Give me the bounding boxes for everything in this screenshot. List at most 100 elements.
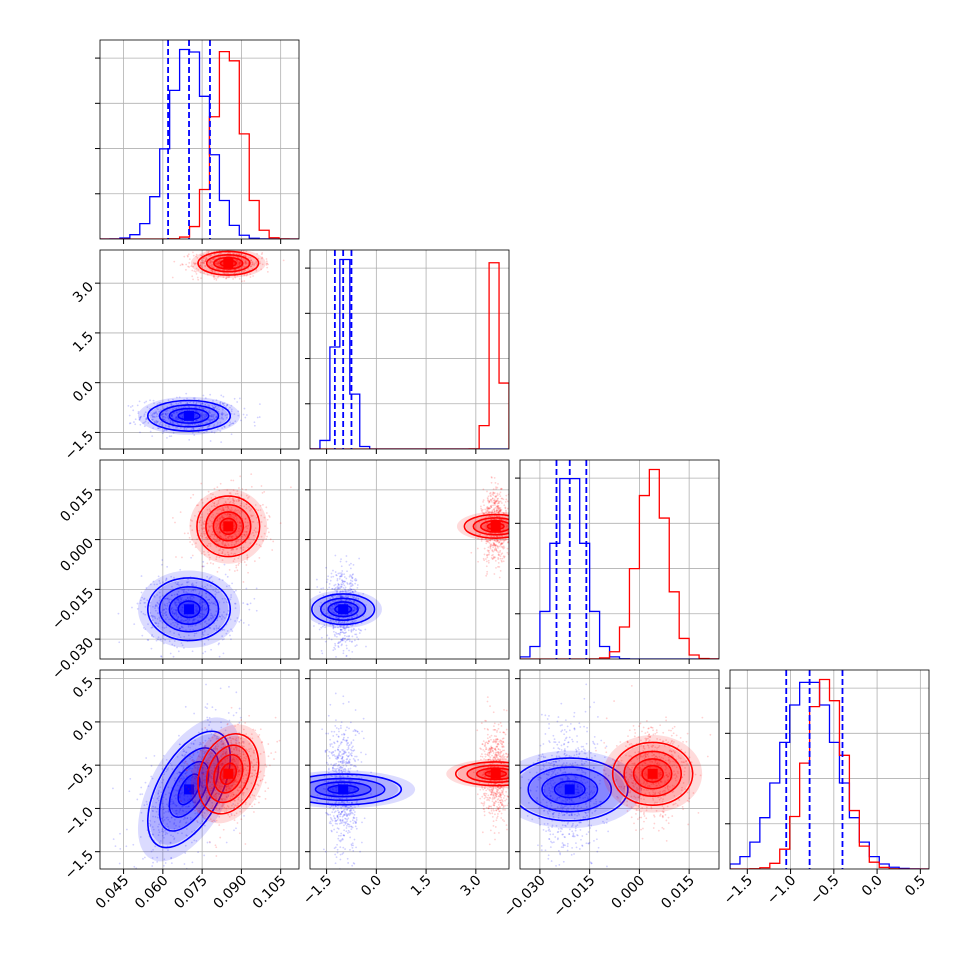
panel-frame xyxy=(99,249,300,450)
panel-frame xyxy=(519,669,720,870)
histogram-series-1 xyxy=(310,262,509,449)
contour-line xyxy=(146,399,232,432)
contour-line xyxy=(334,604,353,615)
density-peak xyxy=(223,521,234,532)
x-tick-label: 0.045 xyxy=(93,873,133,913)
x-tick-label: 0.090 xyxy=(211,873,251,913)
y-tick-label: 0.0 xyxy=(70,378,97,405)
x-tick-label: 0.105 xyxy=(250,873,290,913)
panel-frame xyxy=(309,669,510,870)
scatter-panel-0-3 xyxy=(95,669,300,874)
x-tick-label: 0.0 xyxy=(859,873,886,900)
density-series-0 xyxy=(310,590,382,629)
density-series-0 xyxy=(310,770,416,809)
contour-line xyxy=(213,753,244,794)
contour-line xyxy=(463,513,509,539)
x-tick-label: −0.015 xyxy=(551,873,599,921)
x-tick-label: 0.000 xyxy=(609,873,649,913)
x-tick-label: −1.5 xyxy=(721,873,756,908)
density-series-1 xyxy=(190,250,266,278)
histogram-series-0 xyxy=(730,681,929,869)
contour-line xyxy=(486,522,505,531)
contour-line xyxy=(146,730,232,849)
y-tick-label: −0.5 xyxy=(62,761,97,796)
contour-line xyxy=(319,597,367,621)
density-peak xyxy=(564,784,575,795)
x-tick-label: 3.0 xyxy=(458,873,485,900)
x-tick-label: −1.5 xyxy=(300,873,335,908)
density-peak xyxy=(223,258,234,269)
density-peak xyxy=(490,768,501,779)
contour-line xyxy=(327,601,359,618)
histogram-series-0 xyxy=(520,477,719,659)
contour-line xyxy=(213,256,244,270)
scatter-panel-0-1 xyxy=(95,249,300,454)
panel-frame xyxy=(729,669,930,870)
scatter-panel-2-3 xyxy=(515,669,720,874)
y-tick-label: 0.000 xyxy=(57,535,97,575)
contour-line xyxy=(212,511,245,542)
contour-line xyxy=(310,773,403,806)
contour-line xyxy=(177,773,201,806)
contour-line xyxy=(311,593,376,626)
density-series-0 xyxy=(520,750,642,829)
density-series-0 xyxy=(137,570,241,649)
y-tick-label: −1.5 xyxy=(62,428,97,463)
contour-line xyxy=(314,781,372,798)
density-series-1 xyxy=(189,488,268,564)
contour-line xyxy=(553,780,586,799)
density-series-1 xyxy=(456,511,509,541)
panel-frame xyxy=(309,459,510,660)
density-peak xyxy=(338,784,349,795)
contour-line xyxy=(197,250,260,276)
contour-line xyxy=(177,600,201,619)
y-tick-label: −1.0 xyxy=(62,804,97,839)
contour-line xyxy=(541,773,599,806)
contour-line xyxy=(168,593,210,625)
contour-line xyxy=(219,762,238,786)
contour-line xyxy=(219,259,238,268)
contour-line xyxy=(520,757,629,822)
contour-line xyxy=(472,517,509,536)
contour-line xyxy=(158,586,220,633)
hist-panel-3 xyxy=(725,669,930,874)
y-tick-label: −0.015 xyxy=(49,585,97,633)
y-tick-label: 0.015 xyxy=(57,486,97,526)
scatter-panel-0-2 xyxy=(95,459,300,664)
density-peak xyxy=(184,604,195,615)
contour-line xyxy=(146,577,232,642)
scatter-points-series-0 xyxy=(316,692,373,869)
contour-line xyxy=(205,744,251,804)
x-tick-label: −0.030 xyxy=(501,873,549,921)
density-peak xyxy=(223,768,234,779)
x-tick-label: −1.0 xyxy=(764,873,799,908)
contour-line xyxy=(205,503,252,549)
contour-line xyxy=(219,517,238,536)
density-series-1 xyxy=(190,724,266,824)
x-tick-label: 0.075 xyxy=(171,873,211,913)
histogram-series-0 xyxy=(310,258,509,449)
density-peak xyxy=(184,784,195,795)
panel-frame xyxy=(309,249,510,450)
x-tick-label: 0.060 xyxy=(132,873,172,913)
panel-frame xyxy=(519,459,720,660)
panel-frame xyxy=(99,459,300,660)
contour-line xyxy=(310,777,386,802)
contour-line xyxy=(611,741,694,806)
contour-line xyxy=(480,519,509,533)
scatter-panel-1-2 xyxy=(305,459,510,664)
contour-line xyxy=(327,784,360,795)
contour-line xyxy=(197,733,260,815)
density-series-0 xyxy=(137,717,241,862)
x-tick-label: −0.5 xyxy=(807,873,842,908)
contour-line xyxy=(623,750,683,798)
x-tick-label: 0.5 xyxy=(902,873,929,900)
histogram-series-1 xyxy=(100,50,299,239)
y-tick-label: 0.5 xyxy=(70,674,97,701)
x-tick-label: 1.5 xyxy=(408,873,435,900)
y-tick-label: 3.0 xyxy=(70,279,97,306)
hist-panel-1 xyxy=(305,249,510,454)
x-tick-label: 0.015 xyxy=(658,873,698,913)
contour-line xyxy=(177,411,201,421)
contour-line xyxy=(641,764,664,783)
